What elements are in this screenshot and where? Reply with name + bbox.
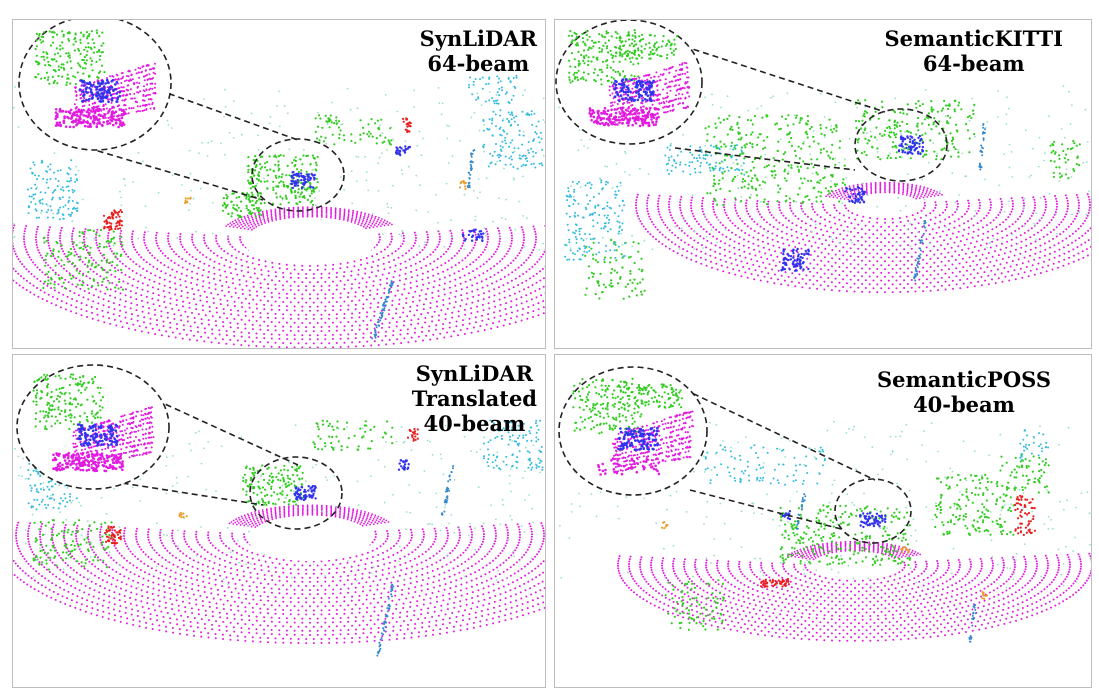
road-ring-points (617, 540, 1091, 642)
zoom-inset-circle (18, 20, 172, 151)
semantic-clusters (558, 420, 1091, 643)
beam-count: 64-beam (427, 51, 530, 76)
zoom-source-ellipse (834, 478, 912, 544)
dataset-title: SemanticKITTI (884, 26, 1064, 51)
semantic-clusters (13, 74, 545, 340)
panel-label: SemanticPOSS 40-beam (877, 367, 1051, 417)
panel-semantickitti-64: SemanticKITTI 64-beam (554, 19, 1092, 349)
zoom-callout (18, 20, 345, 212)
zoom-source-ellipse (251, 138, 345, 212)
zoom-source-ellipse (249, 456, 343, 530)
beam-count: 64-beam (922, 51, 1025, 76)
beam-count: 40-beam (423, 411, 526, 436)
road-ring-points (635, 181, 1091, 294)
zoom-callout (16, 364, 343, 530)
sensor-blind-spot (244, 220, 376, 264)
point-cloud-scene (558, 366, 1091, 643)
road-ring-points (13, 504, 545, 645)
dataset-title: SynLiDAR (419, 26, 537, 51)
zoom-callout (558, 366, 912, 544)
panel-label: SynLiDAR 64-beam (420, 26, 537, 76)
semantic-clusters (14, 419, 544, 657)
dataset-title: SemanticPOSS (876, 367, 1051, 392)
point-cloud-scene (555, 20, 1091, 300)
zoom-inset-points (567, 29, 691, 128)
zoom-source-ellipse (854, 108, 948, 182)
panel-label: SynLiDAR Translated 40-beam (412, 361, 537, 436)
zoom-inset-points (34, 29, 157, 129)
panel-synlidar-translated-40: SynLiDAR Translated 40-beam (12, 354, 546, 688)
panel-semanticposs-40: SemanticPOSS 40-beam (554, 354, 1092, 688)
point-cloud-scene (13, 364, 545, 657)
zoom-inset-points (32, 373, 155, 473)
translated-tag: Translated (411, 386, 537, 411)
point-cloud-scene (13, 20, 545, 348)
zoom-inset-points (572, 377, 695, 476)
sensor-blind-spot (248, 517, 372, 561)
semantic-clusters (558, 85, 1090, 300)
zoom-callout (555, 20, 948, 182)
panel-label: SemanticKITTI 64-beam (885, 26, 1064, 76)
road-ring-points (13, 206, 545, 348)
panel-synlidar-64: SynLiDAR 64-beam (12, 19, 546, 349)
beam-count: 40-beam (913, 392, 1015, 417)
dataset-title: SynLiDAR (415, 361, 534, 386)
